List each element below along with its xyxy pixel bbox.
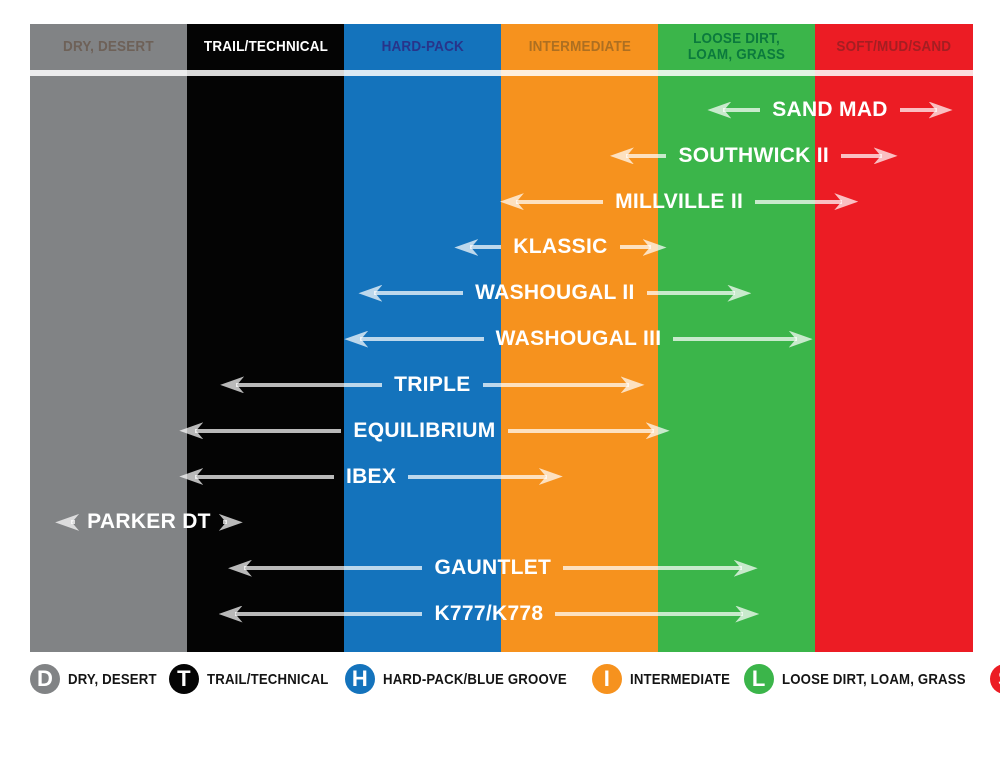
arrow-shaft	[195, 474, 334, 479]
tire-name: TRIPLE	[394, 372, 471, 396]
arrow-shaft	[360, 337, 484, 342]
arrow-shaft	[841, 153, 882, 158]
tire-name: GAUNTLET	[434, 556, 552, 580]
tire-range-row: KLASSIC	[454, 234, 667, 260]
tire-range-row: K777/K778	[218, 601, 760, 627]
arrow-shaft	[71, 520, 76, 525]
column-header-label: INTERMEDIATE	[528, 38, 631, 56]
column-header-label: TRAIL/TECHNICAL	[203, 38, 328, 56]
terrain-legend: D DRY, DESERT T TRAIL/TECHNICAL H HARD-PACK/B…	[30, 664, 1000, 694]
legend-label: INTERMEDIATE	[629, 670, 730, 688]
tire-name: K777/K778	[434, 602, 544, 626]
column-header-label: SOFT/MUD/SAND	[836, 38, 952, 56]
tire-name: WASHOUGAL III	[495, 327, 662, 351]
arrow-shaft	[555, 612, 744, 617]
arrow-shaft	[236, 382, 383, 387]
legend-circle-icon: H	[344, 664, 375, 694]
column-header-trail: TRAIL/TECHNICAL	[187, 24, 344, 70]
tire-range-row: WASHOUGAL III	[344, 326, 813, 352]
tire-range-row: IBEX	[179, 464, 563, 490]
column-header-intermediate: INTERMEDIATE	[501, 24, 658, 70]
legend-circle-icon: S	[990, 664, 1000, 694]
header-divider	[30, 70, 973, 76]
terrain-column-soft: SOFT/MUD/SAND	[815, 24, 973, 652]
legend-item-hardpack: H HARD-PACK/BLUE GROOVE	[344, 664, 592, 694]
tire-range-row: PARKER DT	[55, 509, 243, 535]
column-header-loose: LOOSE DIRT, LOAM, GRASS	[658, 24, 815, 70]
arrow-shaft	[507, 428, 654, 433]
legend-item-trail: T TRAIL/TECHNICAL	[168, 664, 345, 694]
tire-name: MILLVILLE II	[615, 189, 744, 213]
arrow-shaft	[234, 612, 423, 617]
arrow-shaft	[244, 566, 423, 571]
arrow-shaft	[222, 520, 227, 525]
legend-circle-icon: T	[168, 664, 199, 694]
arrow-shaft	[625, 153, 667, 158]
column-header-soft: SOFT/MUD/SAND	[815, 24, 973, 70]
arrow-shaft	[482, 382, 629, 387]
tire-name: SOUTHWICK II	[678, 143, 830, 167]
legend-circle-icon: L	[743, 664, 774, 694]
tire-range-row: SOUTHWICK II	[609, 143, 898, 169]
arrow-shaft	[646, 291, 736, 296]
tire-name: WASHOUGAL II	[475, 281, 635, 305]
arrow-shaft	[619, 245, 651, 250]
terrain-column-intermediate: INTERMEDIATE	[501, 24, 658, 652]
arrow-shaft	[899, 108, 937, 112]
column-header-label: HARD-PACK	[381, 38, 464, 56]
arrow-shaft	[195, 428, 342, 433]
legend-item-loose: L LOOSE DIRT, LOAM, GRASS	[743, 664, 991, 694]
tire-name: PARKER DT	[87, 510, 211, 534]
legend-item-dry: D DRY, DESERT	[30, 664, 169, 694]
tire-name: IBEX	[345, 464, 397, 488]
arrow-shaft	[408, 474, 547, 479]
legend-label: TRAIL/TECHNICAL	[206, 670, 329, 688]
terrain-column-dry: DRY, DESERT	[30, 24, 187, 652]
legend-circle-icon: I	[591, 664, 622, 694]
arrow-shaft	[374, 291, 464, 296]
tire-name: EQUILIBRIUM	[353, 418, 496, 442]
legend-label: HARD-PACK/BLUE GROOVE	[382, 670, 567, 688]
arrow-shaft	[755, 199, 843, 204]
arrow-shaft	[673, 337, 797, 342]
tire-range-row: SAND MAD	[707, 97, 953, 123]
tire-name: KLASSIC	[513, 235, 608, 259]
column-header-label: DRY, DESERT	[63, 38, 154, 56]
legend-label: LOOSE DIRT, LOAM, GRASS	[781, 670, 966, 688]
column-header-hardpack: HARD-PACK	[344, 24, 501, 70]
arrow-shaft	[515, 199, 604, 204]
tire-range-row: GAUNTLET	[228, 555, 758, 581]
legend-circle-icon: D	[30, 664, 60, 694]
tire-name: SAND MAD	[772, 98, 888, 121]
arrow-shaft	[563, 566, 742, 571]
column-header-label: LOOSE DIRT, LOAM, GRASS	[687, 30, 786, 63]
legend-item-intermediate: I INTERMEDIATE	[591, 664, 744, 694]
arrow-shaft	[470, 245, 502, 250]
arrow-shaft	[723, 108, 761, 112]
tire-range-row: TRIPLE	[220, 372, 645, 398]
column-header-dry: DRY, DESERT	[30, 24, 187, 70]
tire-range-row: MILLVILLE II	[499, 189, 859, 215]
legend-label: DRY, DESERT	[68, 670, 157, 688]
tire-range-row: EQUILIBRIUM	[179, 418, 670, 444]
tire-range-row: WASHOUGAL II	[358, 280, 752, 306]
terrain-column-trail: TRAIL/TECHNICAL	[187, 24, 344, 652]
